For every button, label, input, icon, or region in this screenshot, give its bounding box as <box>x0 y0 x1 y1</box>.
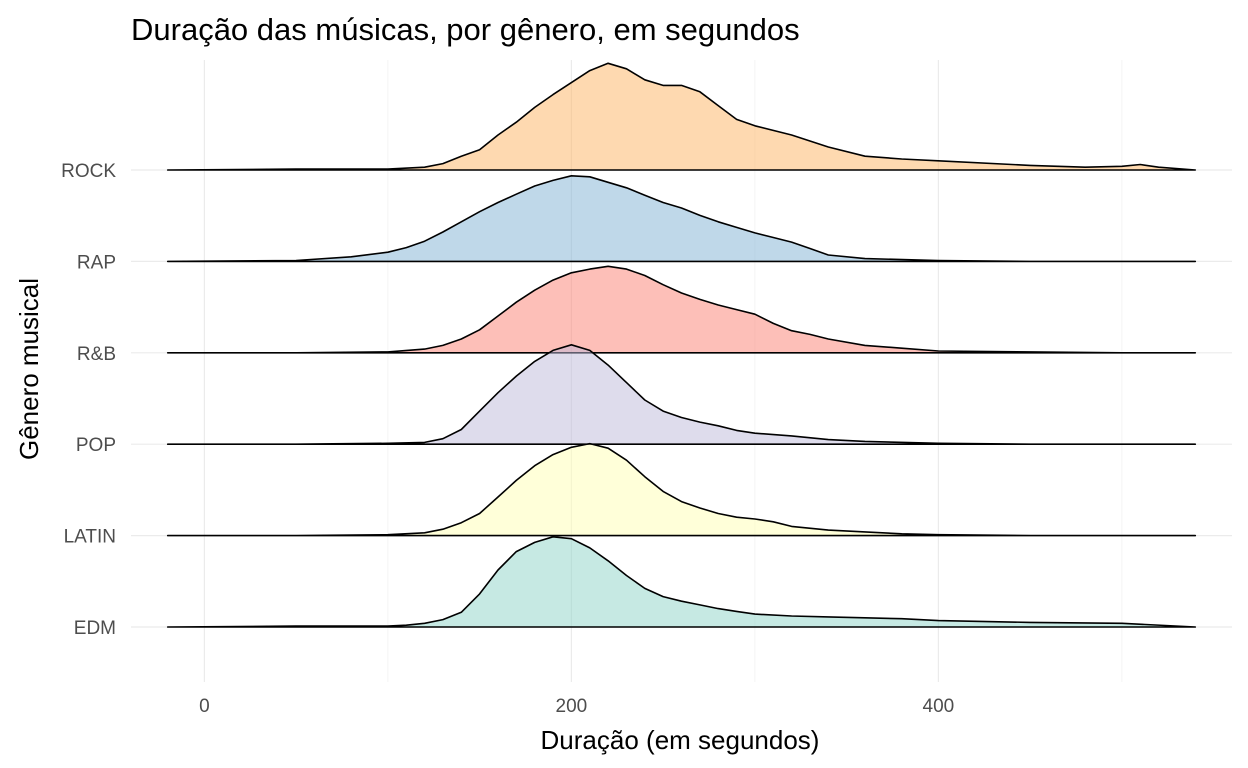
ridge-area <box>166 175 1197 263</box>
y-tick-label: RAP <box>77 252 116 273</box>
x-tick-label: 0 <box>199 696 210 717</box>
x-axis-ticks: 0 200 400 <box>199 696 954 717</box>
x-axis-title: Duração (em segundos) <box>541 725 820 755</box>
ridge-area <box>166 442 1197 537</box>
x-tick-label: 200 <box>556 696 588 717</box>
y-tick-label: LATIN <box>64 527 116 548</box>
ridge-rock <box>166 62 1197 171</box>
ridge-area <box>166 265 1197 354</box>
ridge-rap <box>166 175 1197 263</box>
y-tick-label: EDM <box>74 618 116 639</box>
ridges <box>166 62 1197 628</box>
chart-title: Duração das músicas, por gênero, em segu… <box>131 12 800 47</box>
y-tick-label: ROCK <box>61 161 116 182</box>
y-axis-title: Gênero musical <box>14 278 44 460</box>
ridge-area <box>166 536 1197 628</box>
y-tick-label: R&B <box>77 344 116 365</box>
y-tick-label: POP <box>76 435 116 456</box>
x-tick-label: 400 <box>923 696 955 717</box>
ridge-rb <box>166 265 1197 354</box>
y-axis-ticks: ROCK RAP R&B POP LATIN EDM <box>61 161 116 639</box>
ridge-area <box>166 344 1197 445</box>
ridge-edm <box>166 536 1197 628</box>
ridge-pop <box>166 344 1197 445</box>
ridge-area <box>166 62 1197 171</box>
ridge-latin <box>166 442 1197 537</box>
